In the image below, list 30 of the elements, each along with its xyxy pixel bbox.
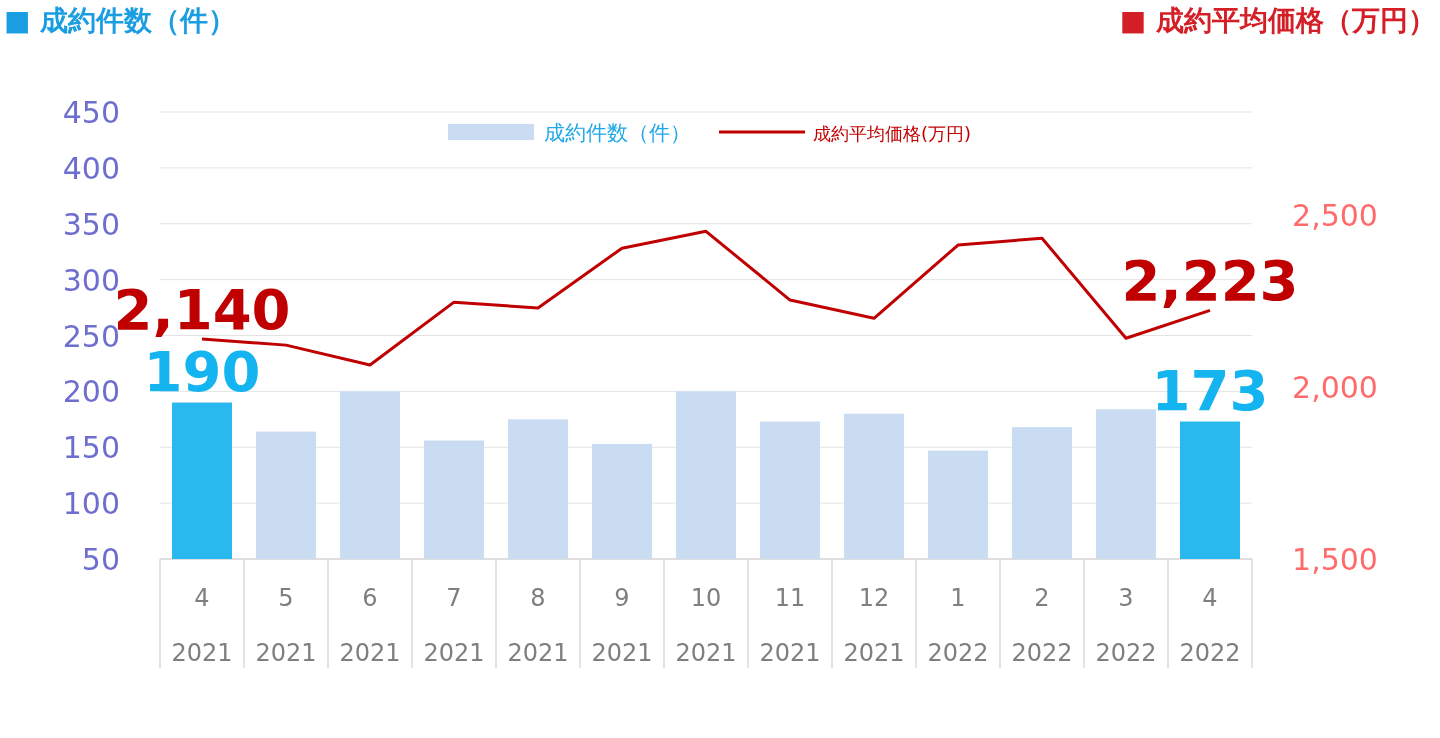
legend-label: 成約件数（件） [544, 121, 691, 145]
y-axis-title: ■ 成約件数（件） [4, 4, 237, 37]
x-tick-label: 11 2021 [759, 584, 821, 667]
data-label: 2,223 [1121, 248, 1299, 314]
y2-tick-label: 2,000 [1292, 370, 1378, 406]
x-tick-label: 5 2021 [255, 584, 317, 667]
x-tick-label: 3 2022 [1095, 584, 1157, 667]
y-tick-label: 50 [81, 542, 120, 577]
y-tick-label: 350 [62, 206, 120, 242]
y2-tick-label: 1,500 [1292, 542, 1378, 577]
x-tick-label: 4 2022 [1179, 584, 1241, 667]
y-tick-label: 150 [62, 430, 120, 466]
legend-label: 成約平均価格(万円) [813, 123, 972, 144]
y-tick-label: 200 [62, 374, 120, 410]
x-tick-label: 10 2021 [675, 584, 737, 667]
x-tick-label: 12 2021 [843, 584, 905, 667]
x-tick-label: 7 2021 [423, 584, 485, 667]
y2-axis-title: ■ 成約平均価格（万円） [1119, 4, 1436, 37]
x-tick-label: 6 2021 [339, 584, 401, 667]
x-tick-label: 2 2022 [1011, 584, 1073, 667]
data-label: 173 [1151, 357, 1269, 423]
x-tick-label: 1 2022 [927, 584, 989, 667]
y2-tick-label: 2,500 [1292, 198, 1378, 234]
x-tick-label: 8 2021 [507, 584, 569, 667]
x-tick-label: 9 2021 [591, 584, 653, 667]
x-tick-label: 4 2021 [171, 584, 233, 667]
y-tick-label: 400 [62, 150, 120, 186]
y-tick-label: 450 [62, 95, 120, 130]
data-label: 190 [143, 338, 261, 404]
y-tick-label: 100 [62, 486, 120, 522]
